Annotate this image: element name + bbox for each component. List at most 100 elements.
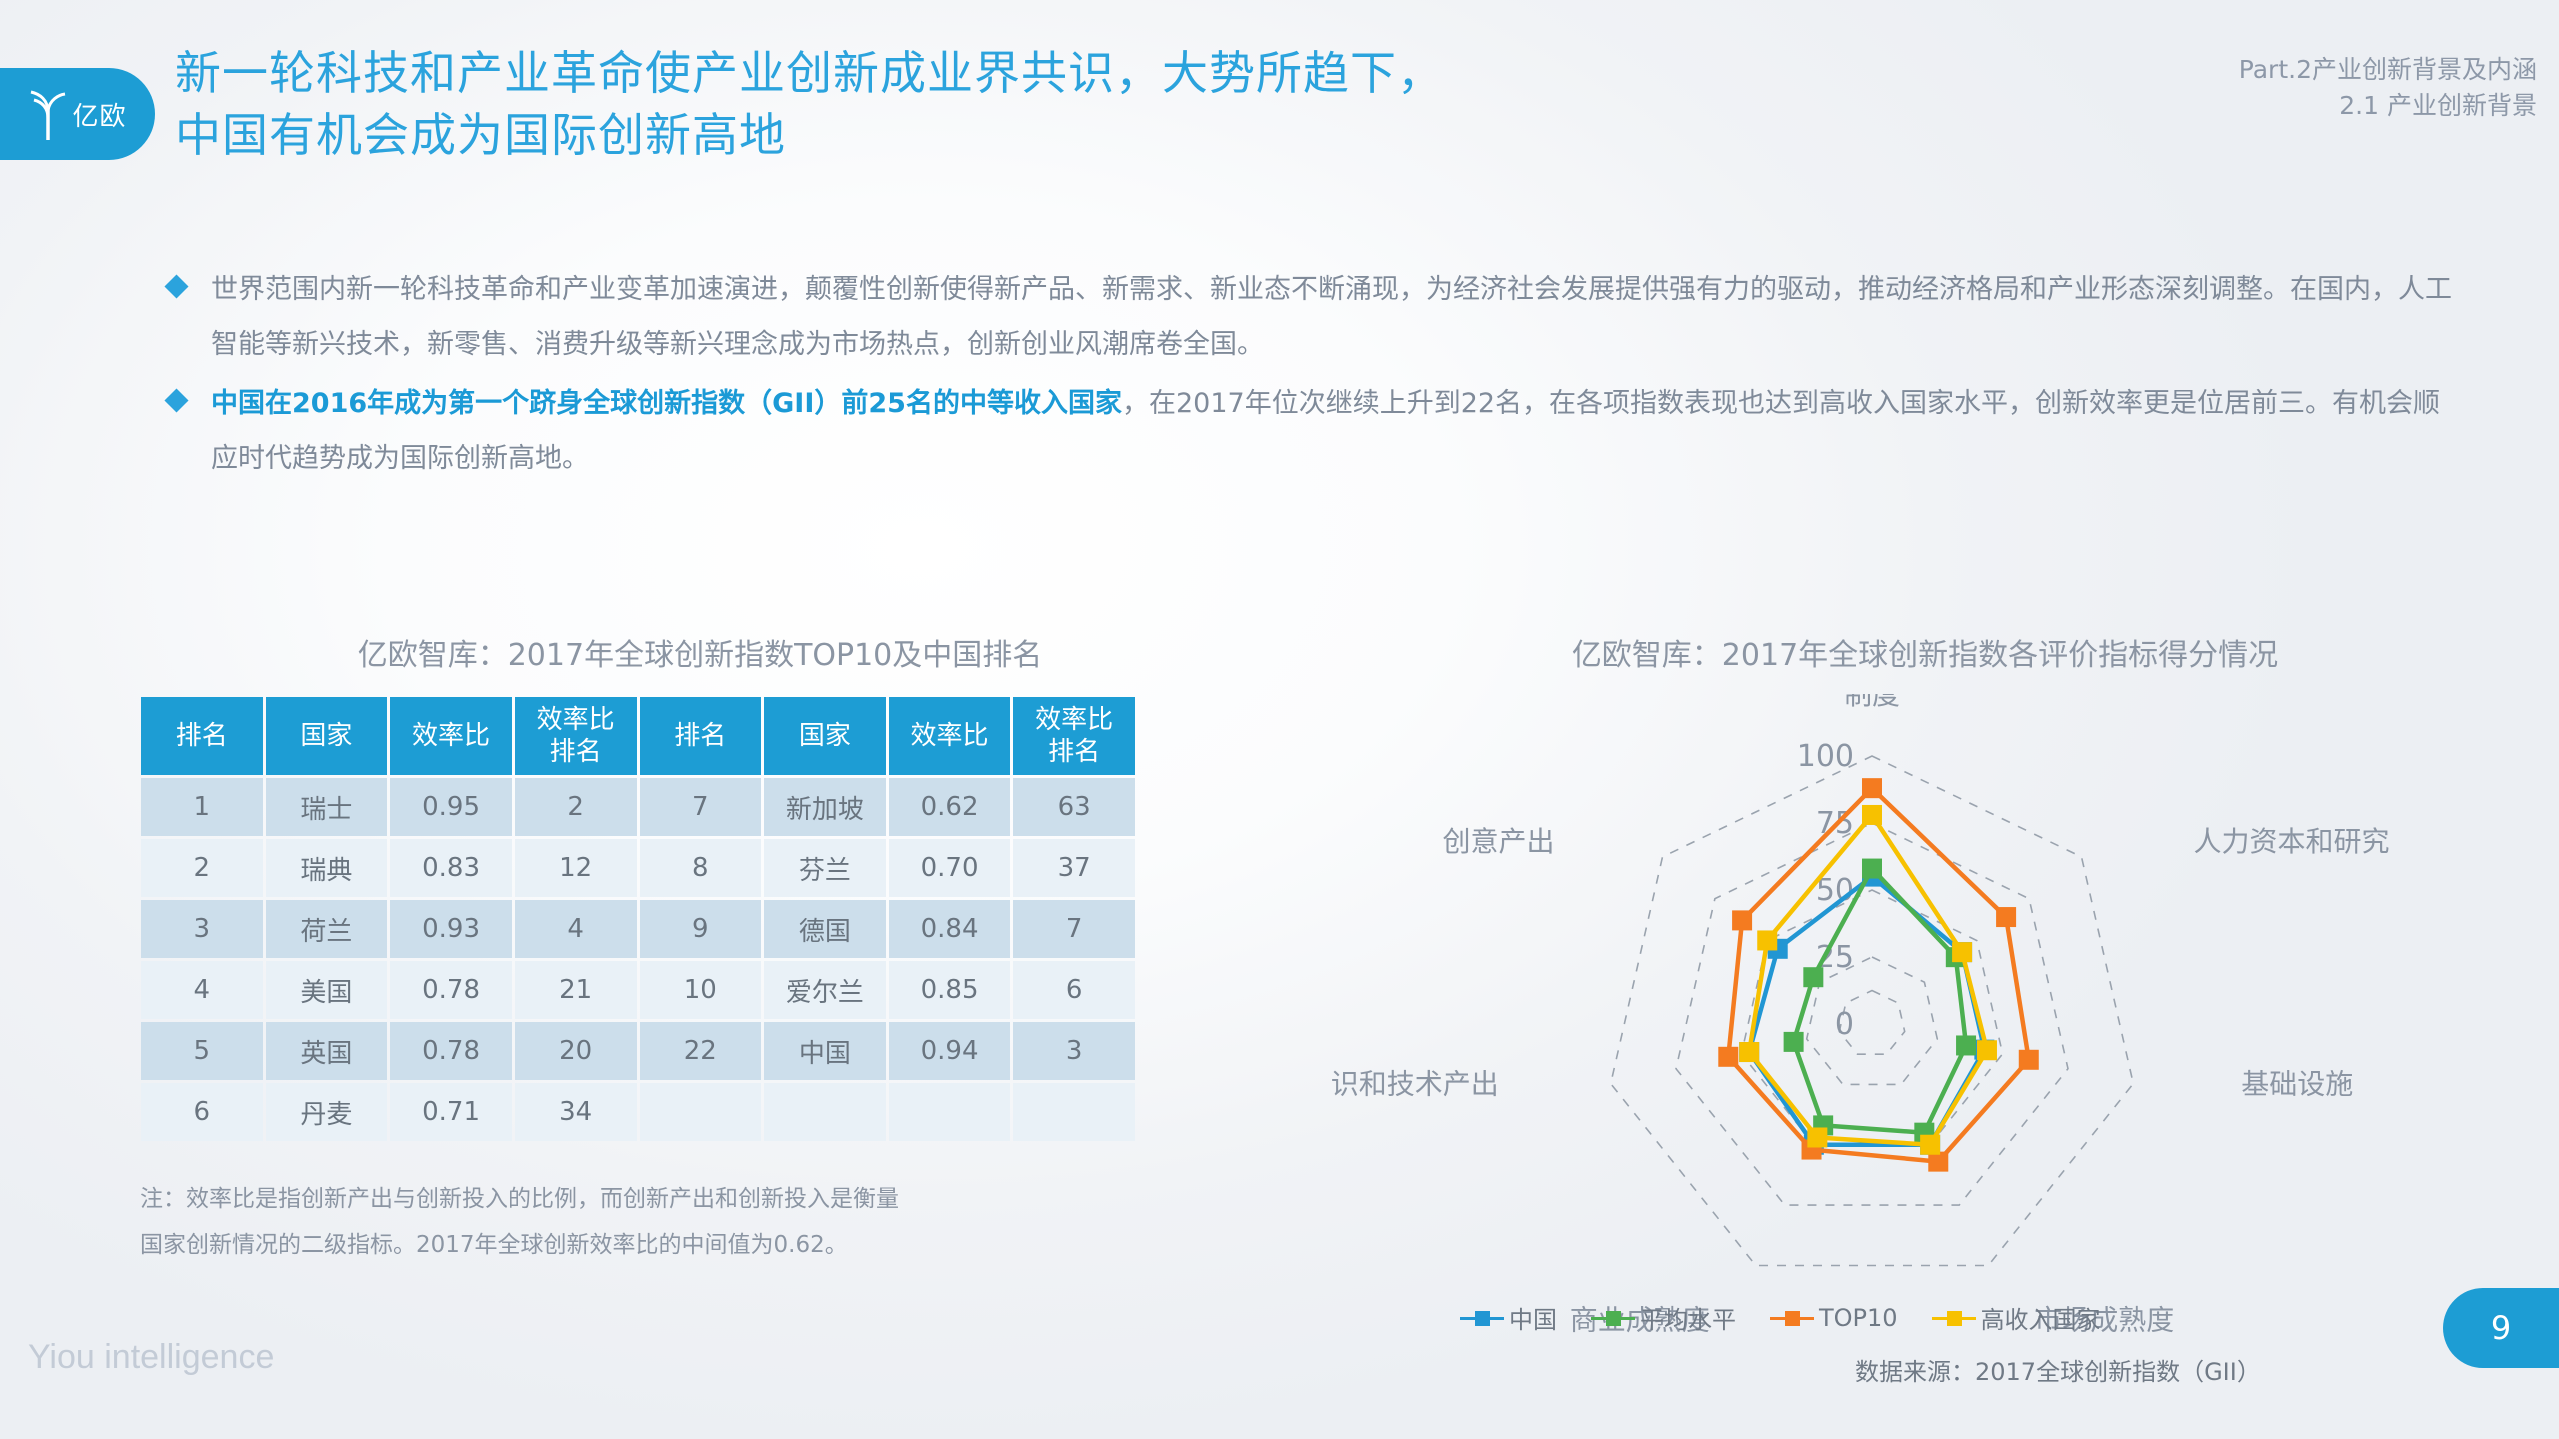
section-label-sub: 2.1 产业创新背景 [2339,91,2537,120]
legend-marker-icon [1591,1310,1635,1326]
table-cell: 6 [141,1083,263,1141]
table-cell: 德国 [764,900,886,958]
radar-data-point [1952,942,1973,963]
radar-data-point [1739,1042,1760,1063]
table-footnote-line-1: 注：效率比是指创新产出与创新投入的比例，而创新产出和创新投入是衡量 [140,1186,899,1212]
table-cell: 0.84 [888,900,1011,958]
table-cell: 瑞士 [265,778,388,836]
table-cell: 美国 [265,961,388,1019]
table-cell [639,1083,762,1141]
page-title: 新一轮科技和产业革命使产业创新成业界共识，大势所趋下， 中国有机会成为国际创新高… [175,42,1975,166]
legend-item[interactable]: TOP10 [1770,1304,1898,1332]
page-title-line-1: 新一轮科技和产业革命使产业创新成业界共识，大势所趋下， [175,46,1444,100]
table-cell: 7 [639,778,762,836]
table-cell: 8 [639,839,762,897]
bullet-item-2-rest: ，在2017年位次继续上升到22名，在各项指数表现也达到高收入国家水平，创新效率… [211,388,2441,474]
table-row: 2 瑞典 0.83 12 8 芬兰 0.70 37 [141,839,1135,897]
table-cell: 0.70 [888,839,1011,897]
page-title-line-2: 中国有机会成为国际创新高地 [175,108,786,162]
radar-data-point [1862,778,1882,799]
legend-marker-icon [1770,1310,1814,1326]
section-label: Part.2产业创新背景及内涵 2.1 产业创新背景 [2239,52,2537,124]
table-cell: 中国 [764,1022,886,1080]
table-cell: 20 [514,1022,637,1080]
legend-item[interactable]: 中国 [1460,1300,1557,1335]
table-cell: 4 [141,961,263,1019]
table-cell: 0.95 [390,778,512,836]
slide-header: 亿欧 新一轮科技和产业革命使产业创新成业界共识，大势所趋下， 中国有机会成为国际… [0,0,2559,230]
diamond-bullet-icon [164,388,189,413]
table-cell [1013,1083,1135,1141]
radar-axis-label: 创意产出 [1442,825,1554,858]
table-cell: 2 [141,839,263,897]
table-cell: 荷兰 [265,900,388,958]
radar-legend: 中国 平均水平 TOP10 高收入国家 [1460,1300,2101,1335]
legend-marker-icon [1931,1310,1976,1326]
legend-item-label: TOP10 [1819,1303,1898,1332]
table-cell: 9 [639,900,762,958]
table-cell: 0.71 [390,1083,512,1141]
watermark: Yiou intelligence [28,1338,275,1376]
table-cell: 7 [1013,900,1135,958]
table-cell: 5 [141,1022,263,1080]
table-cell: 63 [1013,778,1135,836]
table-cell: 10 [639,961,762,1019]
radar-axis-label: 市场成熟度 [2034,1303,2174,1336]
bullet-item-2-text: 中国在2016年成为第一个跻身全球创新指数（GII）前25名的中等收入国家，在2… [211,376,2461,486]
table-row: 4 美国 0.78 21 10 爱尔兰 0.85 6 [141,961,1135,1019]
brand-logo-badge: 亿欧 [0,68,155,160]
table-cell: 英国 [265,1022,388,1080]
legend-item-label: 中国 [1509,1306,1557,1334]
table-panel-title: 亿欧智库：2017年全球创新指数TOP10及中国排名 [357,638,1043,673]
table-cell: 丹麦 [265,1083,388,1141]
radar-series-line [1726,785,2032,1164]
table-cell: 0.83 [390,839,512,897]
radar-axis-label: 商业成熟度 [1570,1303,1710,1336]
radar-grid-ring [1675,822,2069,1206]
col-header-efficiency-2: 效率比 [888,697,1011,775]
radar-data-point [1803,967,1824,988]
col-header-efficiency-1: 效率比 [390,697,512,775]
table-cell: 12 [514,839,637,897]
table-cell: 37 [1013,839,1135,897]
legend-item[interactable]: 平均水平 [1591,1300,1736,1335]
table-row: 3 荷兰 0.93 4 9 德国 0.84 7 [141,900,1135,958]
legend-item[interactable]: 高收入国家 [1931,1300,2101,1335]
table-panel: 亿欧智库：2017年全球创新指数TOP10及中国排名 排名 国家 效率比 效率比… [130,630,1270,1268]
data-source-label: 数据来源：2017全球创新指数（GII） [1855,1358,2261,1386]
table-cell: 瑞典 [265,839,388,897]
bullet-list: 世界范围内新一轮科技革命和产业变革加速演进，颠覆性创新使得新产品、新需求、新业态… [164,262,2468,490]
radar-grid-ring [1838,989,1906,1055]
radar-data-point [1862,804,1882,825]
table-body: 1 瑞士 0.95 2 7 新加坡 0.62 63 2 瑞典 0.83 12 8 芬兰 0.70 37 3 荷兰 0… [141,778,1135,1141]
table-cell: 34 [514,1083,637,1141]
radar-data-point [1807,1127,1828,1148]
table-cell: 3 [1013,1022,1135,1080]
col-header-rank-2: 排名 [639,697,762,775]
table-cell: 新加坡 [764,778,886,836]
radar-data-point [1920,1134,1941,1155]
radar-tick-label: 100 [1797,739,1854,774]
table-row: 1 瑞士 0.95 2 7 新加坡 0.62 63 [141,778,1135,836]
radar-data-point [1862,858,1882,879]
table-footnote: 注：效率比是指创新产出与创新投入的比例，而创新产出和创新投入是衡量 国家创新情况… [140,1176,1160,1268]
radar-axis-label: 知识和技术产出 [1330,1068,1499,1101]
table-cell [764,1083,886,1141]
table-cell: 22 [639,1022,762,1080]
col-header-efficiency-rank-2: 效率比 排名 [1013,697,1135,775]
radar-tick-label: 50 [1816,873,1854,908]
table-cell: 爱尔兰 [764,961,886,1019]
page-number-badge: 9 [2443,1288,2559,1368]
bullet-item-2-highlight: 中国在2016年成为第一个跻身全球创新指数（GII）前25名的中等收入国家 [211,388,1122,419]
radar-chart: 0255075100制度人力资本和研究基础设施市场成熟度商业成熟度知识和技术产出… [1330,694,2520,1384]
radar-data-point [1928,1151,1949,1172]
table-row: 6 丹麦 0.71 34 [141,1083,1135,1141]
radar-data-point [1732,910,1753,931]
table-row: 5 英国 0.78 20 22 中国 0.94 3 [141,1022,1135,1080]
table-cell: 0.78 [390,961,512,1019]
col-header-country-1: 国家 [265,697,388,775]
radar-grid-ring [1609,755,2135,1267]
radar-axis-label: 基础设施 [2241,1068,2353,1101]
radar-axis-label: 制度 [1844,694,1900,711]
table-cell: 6 [1013,961,1135,1019]
